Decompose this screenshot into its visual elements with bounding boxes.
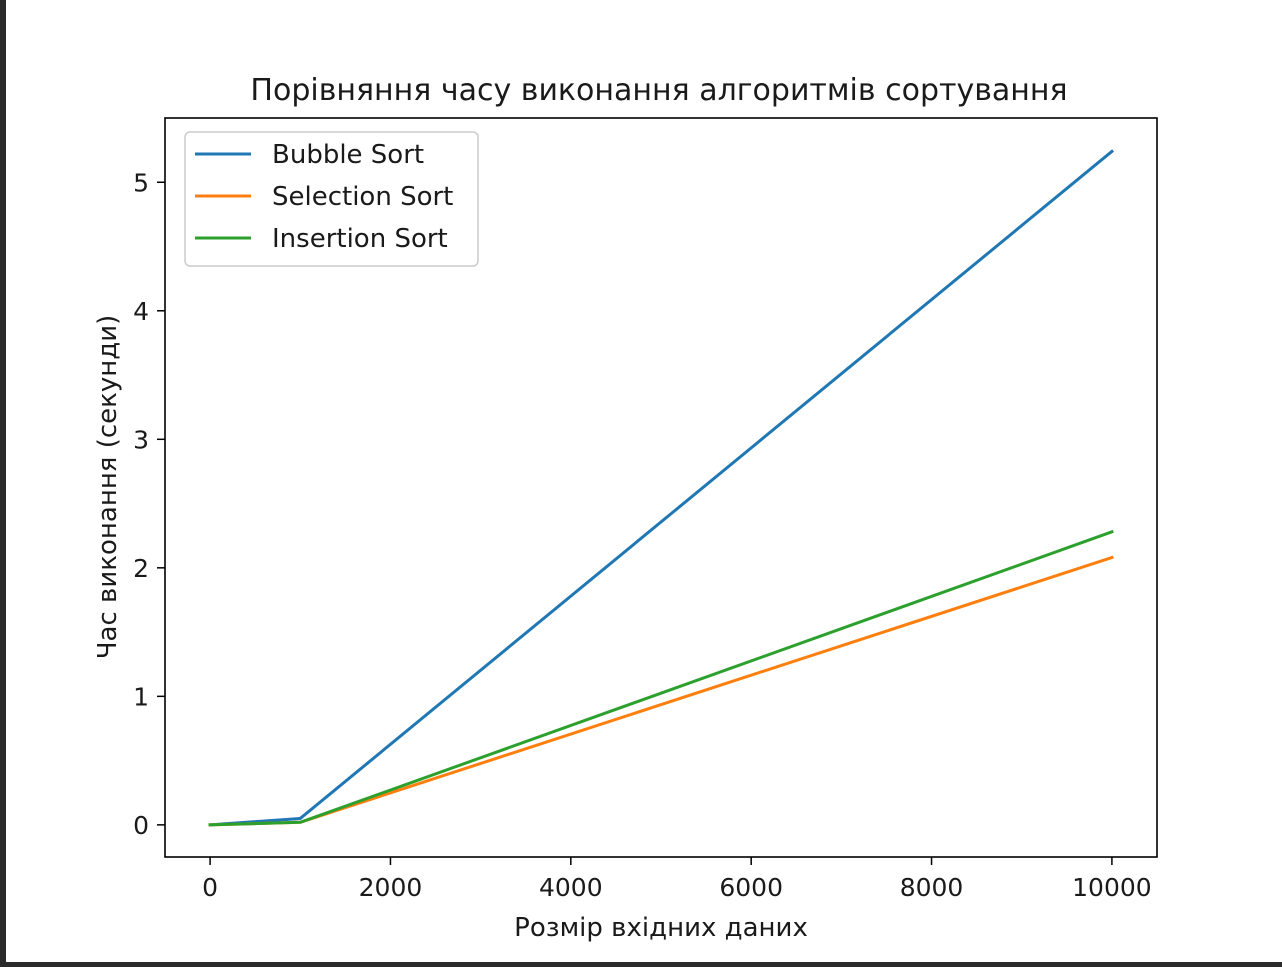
y-tick-label: 5 — [133, 168, 149, 197]
x-tick-label: 2000 — [359, 873, 423, 902]
x-axis: 0 2000 4000 6000 8000 10000 — [202, 857, 1152, 902]
chart-title: Порівняння часу виконання алгоритмів сор… — [250, 73, 1067, 108]
y-tick-label: 3 — [133, 425, 149, 454]
x-axis-label: Розмір вхідних даних — [514, 913, 808, 943]
y-axis: 0 1 2 3 4 5 — [133, 168, 165, 840]
y-tick-label: 2 — [133, 554, 149, 583]
y-axis-label: Час виконання (секунди) — [93, 315, 123, 660]
x-tick-label: 10000 — [1072, 873, 1152, 902]
series-layer — [208, 149, 1115, 827]
y-tick-label: 4 — [133, 297, 149, 326]
series-line-insertion-sort — [208, 529, 1114, 827]
legend-label: Bubble Sort — [272, 140, 424, 170]
legend-box — [184, 131, 479, 267]
legend-label: Insertion Sort — [272, 224, 448, 254]
plot-area-frame — [164, 117, 1158, 858]
y-tick-label: 0 — [133, 811, 149, 840]
x-tick-label: 4000 — [539, 873, 603, 902]
figure-canvas: Порівняння часу виконання алгоритмів сор… — [6, 0, 1282, 962]
legend: Bubble Sort Selection Sort Insertion Sort — [184, 131, 479, 267]
x-tick-label: 0 — [202, 873, 218, 902]
line-chart: Порівняння часу виконання алгоритмів сор… — [6, 0, 1282, 962]
y-tick-label: 1 — [133, 682, 149, 711]
x-tick-label: 8000 — [900, 873, 964, 902]
x-tick-label: 6000 — [719, 873, 783, 902]
legend-label: Selection Sort — [272, 182, 453, 212]
